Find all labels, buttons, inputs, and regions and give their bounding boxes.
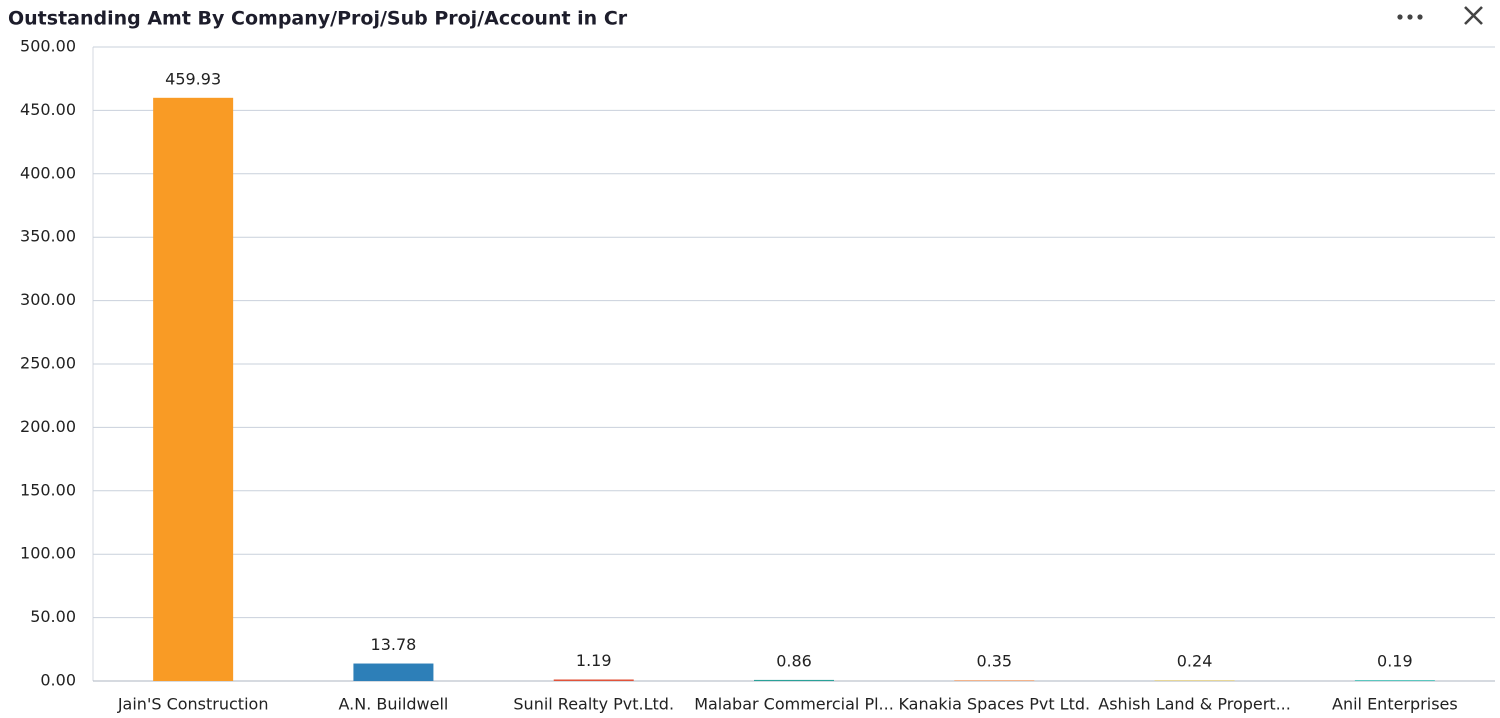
close-stroke [1464,6,1483,25]
y-tick-label: 200.00 [20,417,76,436]
x-tick-label: Sunil Realty Pvt.Ltd. [513,695,674,714]
bar [754,679,834,681]
data-label: 0.35 [976,652,1012,671]
data-label: 1.19 [576,651,612,670]
x-tick-label: Jain'S Construction [117,695,269,714]
bar [353,663,434,681]
data-label: 459.93 [165,69,221,88]
y-tick-label: 150.00 [20,480,76,499]
y-tick-label: 250.00 [20,354,76,373]
data-label: 13.78 [371,635,417,654]
y-tick-label: 50.00 [30,607,76,626]
x-tick-label: Anil Enterprises [1332,695,1458,714]
data-label: 0.86 [776,651,812,670]
bar [954,680,1035,681]
x-tick-label: Ashish Land & Propert... [1098,695,1291,714]
data-label: 0.19 [1377,652,1413,671]
chart-title: Outstanding Amt By Company/Proj/Sub Proj… [8,8,628,30]
y-tick-label: 100.00 [20,544,76,563]
more-button[interactable] [1397,14,1423,20]
bar [1354,680,1435,681]
y-tick-label: 0.00 [40,671,76,690]
close-button[interactable] [1464,6,1483,25]
dot [1407,14,1413,20]
y-tick-label: 350.00 [20,227,76,246]
bar [1154,680,1235,681]
x-tick-label: Kanakia Spaces Pvt Ltd. [898,695,1090,714]
data-label: 0.24 [1177,652,1213,671]
x-tick-label: Malabar Commercial Pl... [694,695,894,714]
y-tick-label: 450.00 [20,100,76,119]
y-tick-label: 400.00 [20,163,76,182]
dot [1417,14,1423,20]
y-tick-label: 300.00 [20,290,76,309]
y-tick-label: 500.00 [20,37,76,56]
bar [553,679,634,681]
dot [1397,14,1403,20]
bar [153,97,234,681]
x-tick-label: A.N. Buildwell [338,695,448,714]
